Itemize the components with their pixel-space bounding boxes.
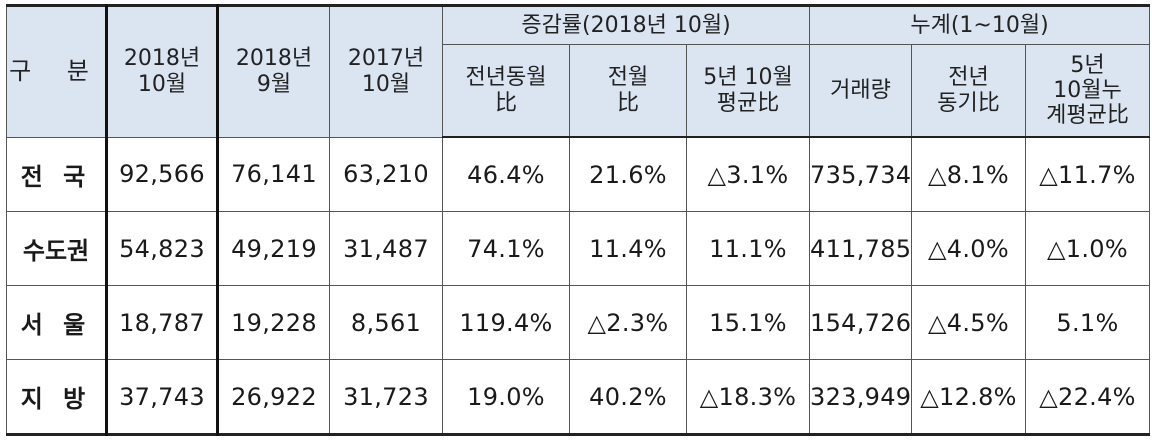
cell-rate-yoy: 74.1% bbox=[442, 211, 570, 286]
cell-2018-09: 19,228 bbox=[217, 285, 330, 360]
header-rate-yoy-line1: 전년동월 bbox=[465, 65, 547, 91]
housing-transaction-table: 구 분 2018년 10월 2018년 9월 2017년 10월 증감률(201… bbox=[6, 4, 1151, 436]
cell-2018-10: 37,743 bbox=[105, 359, 219, 435]
header-2017-10-line1: 2017년 bbox=[347, 46, 425, 72]
cell-cum-yoy: △12.8% bbox=[911, 359, 1027, 435]
cell-rate-mom: 40.2% bbox=[569, 359, 687, 435]
cell-2018-10: 18,787 bbox=[105, 285, 219, 360]
header-2018-09: 2018년 9월 bbox=[217, 5, 330, 138]
cell-cum-5yr: △22.4% bbox=[1025, 359, 1151, 435]
header-2018-09-line1: 2018년 bbox=[235, 46, 313, 72]
header-cum-yoy: 전년 동기比 bbox=[911, 44, 1027, 138]
header-2018-09-line2: 9월 bbox=[256, 71, 292, 97]
cell-2018-10: 92,566 bbox=[105, 136, 219, 212]
cell-2017-10: 31,487 bbox=[329, 211, 443, 286]
header-2018-10: 2018년 10월 bbox=[105, 5, 219, 138]
cell-rate-mom: △2.3% bbox=[569, 285, 687, 360]
cell-cum-volume: 154,726 bbox=[809, 285, 913, 360]
cell-cum-5yr: △1.0% bbox=[1025, 211, 1151, 286]
header-group-rate: 증감률(2018년 10월) bbox=[441, 5, 811, 45]
cell-cum-5yr: △11.7% bbox=[1025, 136, 1151, 212]
header-cum-5yr-line2: 10월누 bbox=[1053, 77, 1122, 103]
cell-rate-5yr: △3.1% bbox=[685, 136, 811, 212]
cell-2017-10: 63,210 bbox=[329, 136, 443, 212]
cell-rate-yoy: 19.0% bbox=[442, 359, 570, 435]
header-rate-5yr: 5년 10월 평균比 bbox=[685, 44, 811, 138]
header-cum-volume: 거래량 bbox=[809, 44, 913, 138]
header-rate-5yr-line2: 평균比 bbox=[716, 90, 780, 116]
table-row: 지 방 37,743 26,922 31,723 19.0% 40.2% △18… bbox=[6, 359, 1151, 435]
table-row: 전 국 92,566 76,141 63,210 46.4% 21.6% △3.… bbox=[6, 136, 1151, 212]
cell-2017-10: 31,723 bbox=[329, 359, 443, 435]
cell-rate-mom: 21.6% bbox=[569, 136, 687, 212]
header-cum-yoy-line2: 동기比 bbox=[937, 90, 1000, 116]
header-2018-10-line2: 10월 bbox=[137, 71, 187, 97]
header-cum-yoy-line1: 전년 bbox=[948, 65, 989, 91]
header-2017-10: 2017년 10월 bbox=[329, 5, 443, 138]
cell-rate-yoy: 119.4% bbox=[442, 285, 570, 360]
cell-2018-09: 49,219 bbox=[217, 211, 330, 286]
cell-cum-volume: 411,785 bbox=[809, 211, 913, 286]
row-label: 서 울 bbox=[6, 285, 107, 360]
cell-2018-10: 54,823 bbox=[105, 211, 219, 286]
row-label: 지 방 bbox=[6, 359, 107, 435]
header-2018-10-line1: 2018년 bbox=[123, 46, 201, 72]
header-group-cumulative: 누계(1~10월) bbox=[809, 5, 1151, 45]
cell-rate-mom: 11.4% bbox=[569, 211, 687, 286]
row-label: 수도권 bbox=[6, 211, 107, 286]
table-row: 서 울 18,787 19,228 8,561 119.4% △2.3% 15.… bbox=[6, 285, 1151, 360]
header-2017-10-line2: 10월 bbox=[361, 71, 411, 97]
header-rate-yoy-line2: 比 bbox=[494, 90, 517, 116]
cell-cum-volume: 735,734 bbox=[809, 136, 913, 212]
cell-rate-5yr: △18.3% bbox=[685, 359, 811, 435]
cell-cum-5yr: 5.1% bbox=[1025, 285, 1151, 360]
header-rate-mom-line1: 전월 bbox=[607, 65, 649, 91]
header-cum-5yr-line1: 5년 bbox=[1070, 52, 1105, 78]
header-rate-mom-line2: 比 bbox=[616, 90, 639, 116]
cell-2018-09: 26,922 bbox=[217, 359, 330, 435]
cell-2018-09: 76,141 bbox=[217, 136, 330, 212]
table-row: 수도권 54,823 49,219 31,487 74.1% 11.4% 11.… bbox=[6, 211, 1151, 286]
row-label: 전 국 bbox=[6, 136, 107, 212]
header-rate-mom: 전월 比 bbox=[569, 44, 687, 138]
header-rate-yoy: 전년동월 比 bbox=[442, 44, 570, 138]
cell-cum-yoy: △8.1% bbox=[911, 136, 1027, 212]
cell-rate-yoy: 46.4% bbox=[442, 136, 570, 212]
header-cum-5yr: 5년 10월누 계평균比 bbox=[1025, 44, 1151, 138]
header-cum-5yr-line3: 계평균比 bbox=[1046, 103, 1129, 129]
cell-cum-yoy: △4.5% bbox=[911, 285, 1027, 360]
cell-rate-5yr: 15.1% bbox=[685, 285, 811, 360]
header-category: 구 분 bbox=[6, 5, 107, 138]
header-rate-5yr-line1: 5년 10월 bbox=[703, 65, 793, 91]
cell-cum-volume: 323,949 bbox=[809, 359, 913, 435]
cell-2017-10: 8,561 bbox=[329, 285, 443, 360]
cell-rate-5yr: 11.1% bbox=[685, 211, 811, 286]
cell-cum-yoy: △4.0% bbox=[911, 211, 1027, 286]
